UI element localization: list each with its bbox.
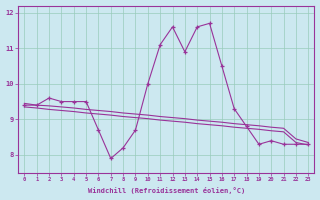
- X-axis label: Windchill (Refroidissement éolien,°C): Windchill (Refroidissement éolien,°C): [88, 187, 245, 194]
